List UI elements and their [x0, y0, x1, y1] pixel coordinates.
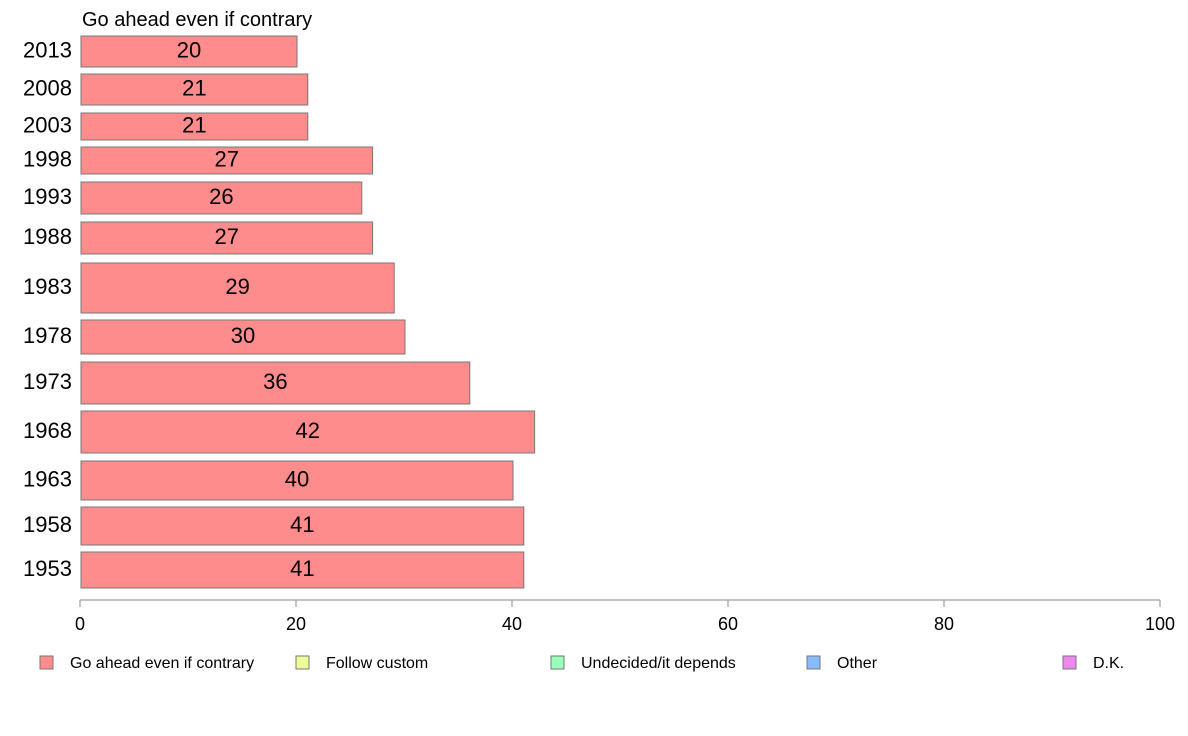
- legend-swatch: [39, 655, 54, 670]
- bar-2008: [80, 73, 309, 106]
- y-tick-label: 1978: [23, 323, 72, 348]
- legend-swatch: [1062, 655, 1077, 670]
- data-label: 29: [225, 274, 249, 299]
- bar-1953: [80, 551, 525, 589]
- y-tick-label: 1988: [23, 224, 72, 249]
- legend-swatch: [295, 655, 310, 670]
- legend-label: Undecided/it depends: [581, 655, 736, 672]
- bar-1963: [80, 460, 514, 501]
- y-tick-label: 1963: [23, 466, 72, 491]
- y-tick-label: 1953: [23, 556, 72, 581]
- data-label: 41: [290, 556, 314, 581]
- data-label: 20: [177, 37, 201, 62]
- data-label: 40: [285, 466, 309, 491]
- legend-label: D.K.: [1093, 655, 1124, 672]
- bar-2013: [80, 35, 298, 68]
- data-label: 42: [296, 418, 320, 443]
- bar-1993: [80, 181, 363, 215]
- bar-1978: [80, 319, 406, 355]
- y-tick-label: 1973: [23, 369, 72, 394]
- data-label: 36: [263, 369, 287, 394]
- legend-swatch: [806, 655, 821, 670]
- data-label: 27: [215, 146, 239, 171]
- y-tick-label: 2003: [23, 112, 72, 137]
- y-tick-label: 1968: [23, 418, 72, 443]
- legend-label: Other: [837, 655, 878, 672]
- x-axis: 0 20 40 60 80 100: [75, 599, 1175, 634]
- bar-1973: [80, 361, 471, 405]
- x-tick-label: 60: [718, 614, 738, 634]
- bar-1988: [80, 221, 374, 255]
- x-tick-label: 0: [75, 614, 85, 634]
- legend-swatch: [550, 655, 565, 670]
- legend: Go ahead even if contrary Follow custom Un…: [39, 655, 1124, 672]
- y-tick-label: 1998: [23, 146, 72, 171]
- bar-2003: [80, 112, 309, 141]
- x-tick-label: 100: [1145, 614, 1175, 634]
- y-tick-label: 2008: [23, 75, 72, 100]
- series-title: Go ahead even if contrary: [82, 9, 312, 31]
- data-label: 27: [215, 224, 239, 249]
- x-tick-label: 20: [286, 614, 306, 634]
- bars-group: 2013 20 2008 21 2003 21 1998 27 1993 26 1988 27 1983…: [23, 35, 536, 589]
- y-tick-label: 2013: [23, 37, 72, 62]
- bar-1998: [80, 146, 374, 175]
- y-tick-label: 1958: [23, 512, 72, 537]
- x-tick-label: 40: [502, 614, 522, 634]
- legend-label: Follow custom: [326, 655, 428, 672]
- bar-1983: [80, 262, 395, 314]
- data-label: 26: [209, 184, 233, 209]
- data-label: 21: [182, 75, 206, 100]
- x-tick-label: 80: [934, 614, 954, 634]
- data-label: 21: [182, 112, 206, 137]
- legend-label: Go ahead even if contrary: [70, 655, 254, 672]
- y-tick-label: 1983: [23, 274, 72, 299]
- y-tick-label: 1993: [23, 184, 72, 209]
- bar-1968: [80, 410, 536, 454]
- data-label: 41: [290, 512, 314, 537]
- data-label: 30: [231, 323, 255, 348]
- bar-1958: [80, 506, 525, 546]
